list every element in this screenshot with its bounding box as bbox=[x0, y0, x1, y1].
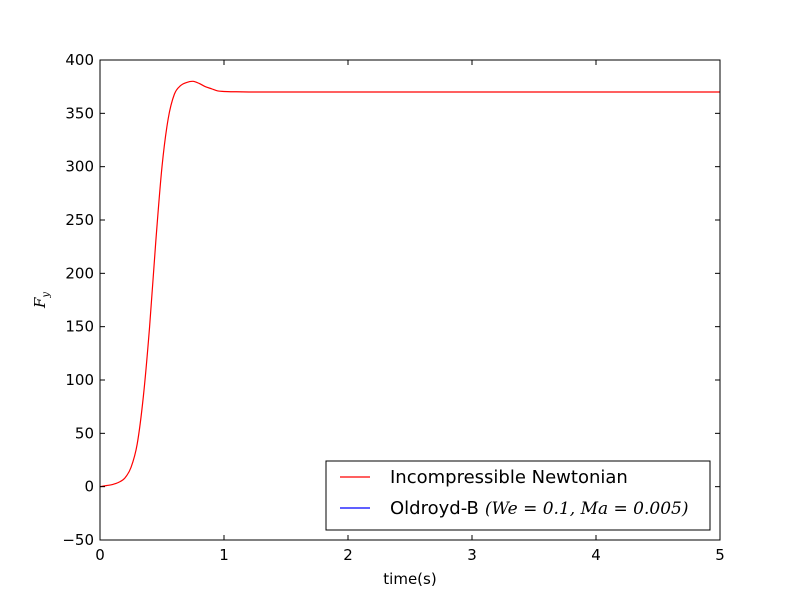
y-tick-label: 150 bbox=[65, 318, 94, 336]
series-layer bbox=[99, 80, 720, 488]
y-tick-label: 250 bbox=[65, 211, 94, 229]
x-tick-label: 3 bbox=[467, 546, 477, 564]
y-axis-label: Fy bbox=[31, 292, 52, 309]
x-tick-label: 2 bbox=[343, 546, 353, 564]
x-tick-label: 4 bbox=[591, 546, 601, 564]
y-tick-label: 350 bbox=[65, 104, 94, 122]
legend-label-oldroyd-name: Oldroyd-B bbox=[390, 498, 479, 519]
legend-label-oldroyd: Oldroyd-B (We = 0.1, Ma = 0.005) bbox=[390, 498, 688, 519]
y-tick-label: 100 bbox=[65, 371, 94, 389]
y-tick-label: 200 bbox=[65, 264, 94, 282]
x-tick-label: 1 bbox=[219, 546, 229, 564]
svg-text:Fy: Fy bbox=[31, 292, 52, 309]
y-tick-label: 50 bbox=[75, 424, 94, 442]
plot-frame bbox=[99, 59, 721, 541]
y-tick-label: 400 bbox=[65, 51, 94, 69]
x-tick-label: 5 bbox=[715, 546, 725, 564]
y-tick-label: 0 bbox=[84, 478, 94, 496]
y-tick-label: 300 bbox=[65, 158, 94, 176]
legend: Incompressible Newtonian Oldroyd-B (We = … bbox=[325, 460, 711, 531]
legend-label-oldroyd-params: (We = 0.1, Ma = 0.005) bbox=[485, 499, 689, 519]
y-axis-label-main: F bbox=[31, 297, 49, 309]
y-tick-label: −50 bbox=[62, 531, 94, 549]
x-axis-label: time(s) bbox=[383, 570, 436, 588]
legend-label-newtonian: Incompressible Newtonian bbox=[390, 467, 628, 488]
series-line-0 bbox=[99, 80, 720, 488]
y-axis-label-subscript: y bbox=[41, 292, 52, 299]
legend-box bbox=[325, 460, 711, 531]
x-tick-label: 0 bbox=[95, 546, 105, 564]
